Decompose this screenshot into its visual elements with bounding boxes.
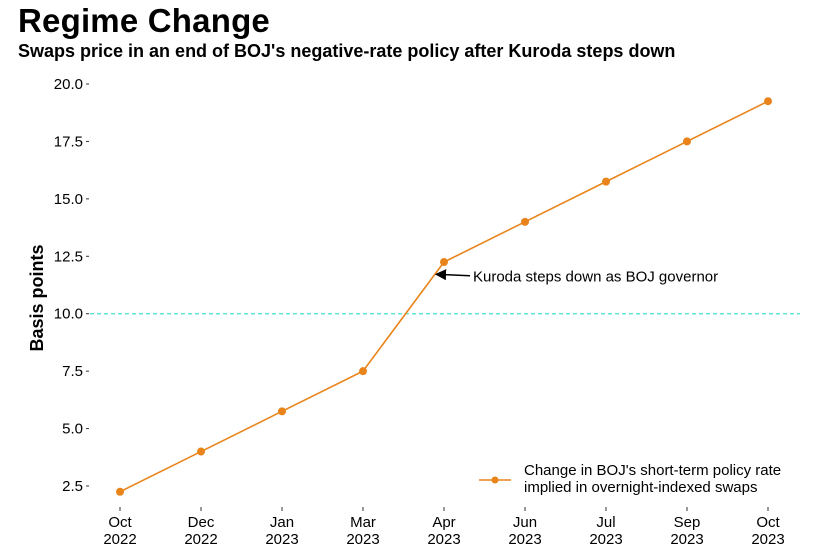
- x-tick-label-month: Jan: [270, 514, 294, 531]
- x-tick-label-month: Oct: [108, 514, 132, 531]
- x-tick-label-year: 2023: [346, 531, 379, 548]
- y-tick-label: 7.5: [62, 363, 83, 380]
- data-point: [359, 367, 367, 376]
- x-tick-label-month: Jul: [596, 514, 615, 531]
- x-tick-label-year: 2022: [103, 531, 136, 548]
- y-tick-label: 10.0: [54, 306, 83, 323]
- x-tick-label-month: Jun: [513, 514, 537, 531]
- data-point: [521, 217, 529, 226]
- data-point: [602, 177, 610, 186]
- y-tick-label: 17.5: [54, 133, 83, 150]
- x-tick-label-month: Mar: [350, 514, 376, 531]
- x-tick-label-month: Sep: [674, 514, 701, 531]
- x-tick-label-year: 2023: [751, 531, 784, 548]
- x-tick-label-year: 2023: [670, 531, 703, 548]
- data-point: [116, 487, 124, 496]
- x-tick-label-year: 2023: [427, 531, 460, 548]
- annotation-text: Kuroda steps down as BOJ governor: [473, 268, 718, 285]
- annotation-arrow: [434, 269, 471, 281]
- data-point: [440, 258, 448, 267]
- x-tick-label-year: 2023: [508, 531, 541, 548]
- data-point: [764, 97, 772, 106]
- series-line: [119, 100, 769, 493]
- data-point: [278, 407, 286, 416]
- y-tick-label: 12.5: [54, 248, 83, 265]
- data-point: [197, 447, 205, 456]
- y-tick-label: 20.0: [54, 76, 83, 93]
- x-tick-label-year: 2023: [589, 531, 622, 548]
- x-tick-label-month: Oct: [756, 514, 780, 531]
- chart-subtitle: Swaps price in an end of BOJ's negative-…: [18, 41, 676, 61]
- chart-title: Regime Change: [18, 2, 270, 39]
- x-tick-label-year: 2023: [265, 531, 298, 548]
- y-axis-label: Basis points: [27, 244, 47, 351]
- y-tick-label: 15.0: [54, 191, 83, 208]
- x-tick-label-month: Dec: [188, 514, 215, 531]
- legend-label: Change in BOJ's short-term policy rate: [524, 462, 781, 479]
- data-point: [683, 137, 691, 146]
- x-tick-label-year: 2022: [184, 531, 217, 548]
- y-tick-label: 2.5: [62, 478, 83, 495]
- y-tick-label: 5.0: [62, 421, 83, 438]
- legend-label: implied in overnight-indexed swaps: [524, 479, 757, 496]
- legend-marker: [491, 476, 499, 484]
- x-tick-label-month: Apr: [432, 514, 455, 531]
